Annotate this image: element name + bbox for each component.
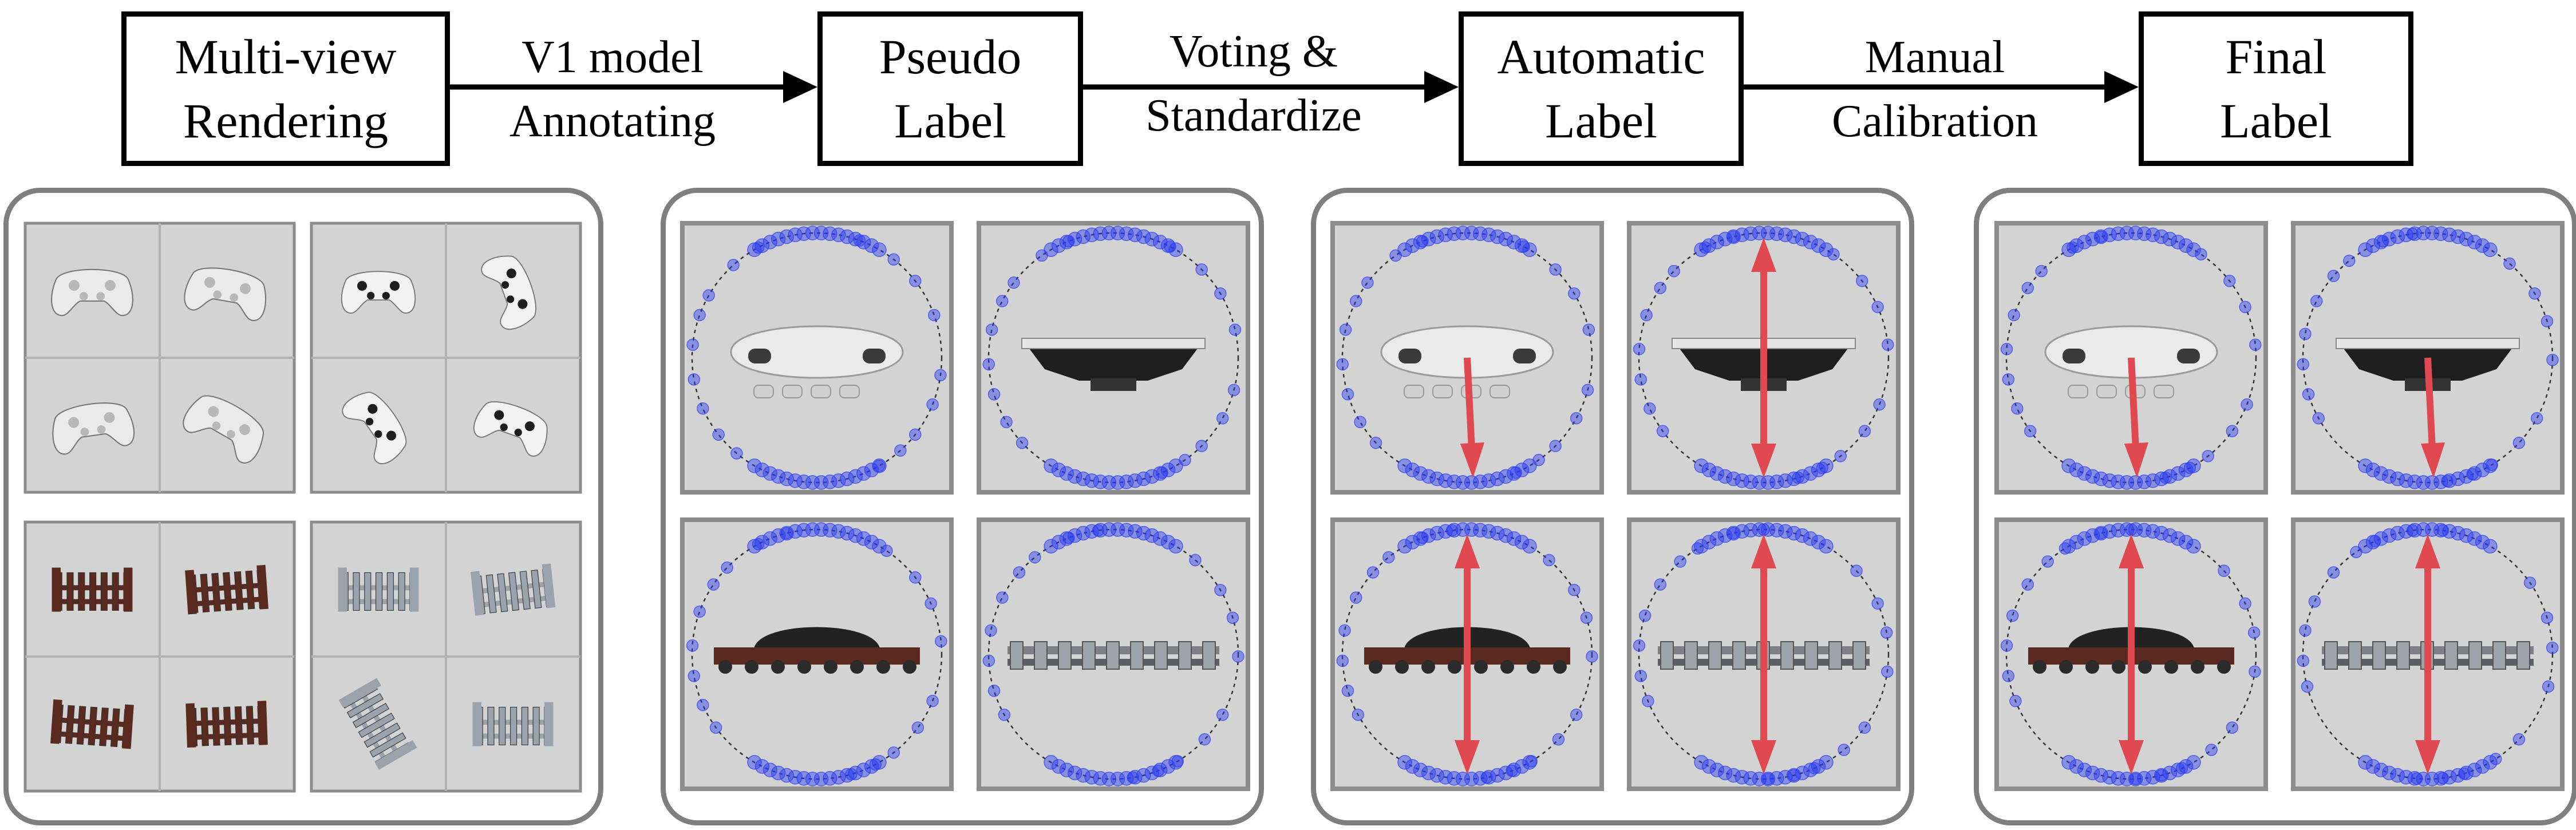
render-group-white-controller	[23, 222, 296, 494]
vote-dots	[2000, 226, 2262, 490]
orientation-view	[1994, 517, 2268, 791]
fence-icon	[52, 567, 133, 612]
transition-label-annotating: V1 model Annotating	[509, 32, 716, 147]
track-side-view	[1008, 641, 1219, 670]
orientation-circle	[2005, 232, 2257, 484]
vote-dots	[982, 522, 1244, 786]
orientation-circle	[987, 528, 1239, 780]
train-side-view	[714, 627, 920, 674]
controller-top-view	[730, 325, 904, 398]
orientation-circle	[1341, 232, 1593, 484]
fence-icon	[471, 563, 556, 616]
orientation-view	[977, 221, 1250, 495]
fence-icon	[50, 699, 134, 749]
double-arrow-icon	[2119, 534, 2144, 774]
double-arrow-icon	[1751, 238, 1776, 478]
stage-label: Pseudo Label	[879, 29, 1022, 148]
vote-dots	[2297, 522, 2559, 786]
vote-dots	[2297, 226, 2559, 490]
double-arrow-icon	[1455, 534, 1480, 774]
vote-dots	[1633, 226, 1894, 490]
orientation-view	[680, 517, 954, 791]
orientation-circle	[691, 232, 943, 484]
stage-label: Automatic Label	[1497, 29, 1705, 148]
vote-dots	[686, 522, 947, 786]
arrowhead-icon	[783, 71, 817, 103]
orientation-view	[1330, 221, 1604, 495]
transition-label-voting: Voting & Standardize	[1145, 26, 1362, 141]
orientation-circle	[691, 528, 943, 780]
fence-icon	[472, 702, 554, 746]
orientation-view	[1994, 221, 2268, 495]
controller-icon	[52, 402, 135, 455]
stage-multi-view-rendering: Multi-view Rendering	[121, 11, 450, 166]
fence-icon	[338, 567, 419, 612]
stage-final-label: Final Label	[2139, 11, 2413, 166]
orientation-view	[680, 221, 954, 495]
orientation-view	[1627, 517, 1901, 791]
controller-icon	[473, 401, 548, 457]
controller-icon	[51, 268, 133, 317]
down-arrow-icon	[2421, 357, 2445, 478]
orientation-view	[2291, 517, 2565, 791]
orientation-view	[1627, 221, 1901, 495]
stage-pseudo-label: Pseudo Label	[817, 11, 1083, 166]
controller-icon	[481, 255, 536, 330]
stage-label: Multi-view Rendering	[175, 29, 397, 148]
orientation-circle	[1341, 528, 1593, 780]
fence-icon	[185, 564, 268, 615]
controller-icon	[183, 395, 264, 464]
render-group-gray-fence	[310, 520, 582, 793]
controller-front-view	[1021, 338, 1206, 391]
orientation-view	[2291, 221, 2565, 495]
vote-dots	[686, 226, 947, 490]
orientation-circle	[2005, 528, 2257, 780]
arrowhead-icon	[2104, 71, 2139, 103]
controller-icon	[184, 267, 267, 321]
transition-arrows	[450, 71, 2139, 103]
arrowhead-icon	[1424, 71, 1459, 103]
double-arrow-icon	[1751, 534, 1776, 774]
transition-label-calibration: Manual Calibration	[1832, 32, 2038, 147]
fence-icon	[338, 678, 417, 770]
orientation-circle	[987, 232, 1239, 484]
fence-icon	[185, 701, 268, 748]
controller-icon	[342, 392, 407, 465]
vote-dots	[2000, 522, 2261, 786]
down-arrow-icon	[1460, 357, 1484, 478]
orientation-circle	[2302, 528, 2554, 780]
controller-top-view	[1380, 325, 1554, 398]
vote-dots	[982, 226, 1242, 490]
double-arrow-icon	[2415, 534, 2440, 774]
stage-label: Final Label	[2220, 29, 2332, 148]
orientation-circle	[1638, 232, 1890, 484]
orientation-view	[1330, 517, 1604, 791]
controller-icon	[341, 271, 416, 314]
render-group-brown-fence	[23, 520, 296, 793]
vote-dots	[1336, 522, 1598, 786]
orientation-circle	[2302, 232, 2554, 484]
render-group-black-controller	[310, 222, 582, 494]
orientation-view	[977, 517, 1250, 791]
vote-dots	[1336, 226, 1595, 490]
stage-automatic-label: Automatic Label	[1459, 11, 1744, 166]
orientation-circle	[1638, 528, 1890, 780]
down-arrow-icon	[2124, 357, 2148, 478]
vote-dots	[1633, 522, 1894, 786]
